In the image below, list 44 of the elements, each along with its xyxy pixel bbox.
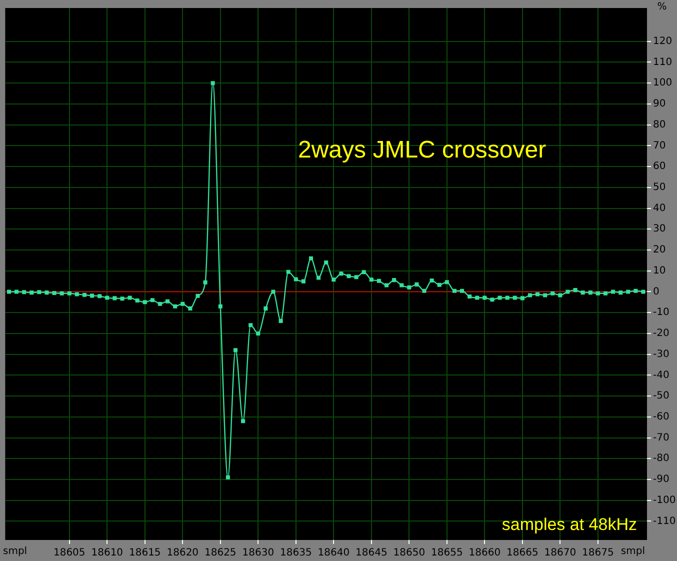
y-tick-label: -10	[653, 307, 670, 318]
y-tick-label: 50	[653, 182, 666, 194]
y-tick-label: -40	[653, 370, 670, 381]
x-tick-label: 18635	[280, 548, 312, 559]
y-tick-label: -70	[653, 432, 670, 444]
x-tick-label: 18625	[204, 548, 236, 559]
y-tick-label: 80	[653, 119, 666, 130]
x-tick-label: 18610	[91, 548, 124, 559]
x-tick-label: 18620	[166, 548, 199, 559]
x-tick-label: 18675	[582, 548, 614, 559]
x-tick-label: 18640	[318, 548, 350, 559]
x-tick-label: 18650	[393, 548, 426, 559]
y-tick-label: -100	[653, 494, 676, 506]
x-axis-title: smpl	[3, 546, 28, 558]
y-tick-label: 120	[653, 36, 672, 47]
y-tick-label: 40	[653, 202, 666, 214]
x-tick-label: 18660	[468, 548, 501, 559]
x-tick-label: 18670	[544, 548, 576, 559]
y-tick-label: -30	[653, 348, 670, 360]
x-tick-label: 18655	[431, 548, 463, 559]
y-tick-label: 20	[653, 244, 666, 256]
x-tick-label: 18630	[242, 548, 274, 559]
text: 2ways JMLC crossover	[298, 136, 546, 164]
y-tick-label: -50	[653, 390, 670, 402]
x-tick-label: 18605	[53, 548, 86, 559]
text: smpl	[620, 546, 645, 558]
x-tick-label: 18615	[128, 548, 161, 559]
annotation: samples at 48kHz	[502, 515, 637, 534]
y-tick-label: 10	[653, 265, 666, 276]
y-tick-label: -60	[653, 412, 670, 423]
y-tick-label: 90	[653, 98, 666, 110]
y-tick-label: 60	[653, 161, 666, 172]
y-tick-label: -110	[653, 516, 676, 527]
y-tick-label: 70	[653, 140, 666, 152]
x-tick-label: 18665	[506, 548, 538, 559]
y-tick-label: -90	[653, 474, 670, 486]
y-tick-label: -80	[653, 453, 670, 464]
y-tick-label: 100	[653, 78, 672, 89]
y-tick-label: 30	[653, 224, 666, 235]
y-tick-label: 0	[653, 286, 660, 298]
y-axis-title: %	[657, 2, 667, 13]
y-tick-label: -20	[653, 328, 670, 340]
x-tick-label: 18645	[355, 548, 388, 559]
y-tick-label: 110	[653, 56, 672, 68]
